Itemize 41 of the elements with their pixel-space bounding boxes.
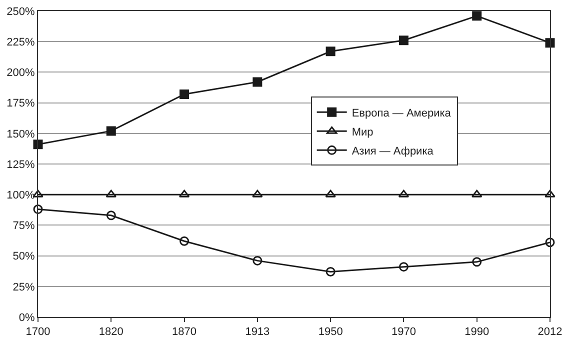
point xyxy=(544,190,556,198)
point xyxy=(33,140,43,150)
x-tick-label: 1700 xyxy=(26,326,50,338)
point xyxy=(325,190,336,198)
point xyxy=(398,36,408,46)
point xyxy=(472,11,482,21)
point xyxy=(545,238,555,248)
y-tick-label: 125% xyxy=(6,158,36,171)
point xyxy=(398,262,408,272)
legend-label: Европа — Америка xyxy=(352,107,452,120)
point xyxy=(252,190,263,198)
y-tick-label: 25% xyxy=(12,281,36,294)
legend-label: Азия — Африка xyxy=(352,145,434,158)
y-tick-label: 75% xyxy=(12,220,36,232)
x-tick-label: 1820 xyxy=(98,326,124,338)
y-tick-label: 250% xyxy=(6,6,36,18)
x-tick-label: 2012 xyxy=(538,326,562,338)
x-tick-label: 1990 xyxy=(464,326,490,338)
x-tick-label: 1950 xyxy=(318,326,343,338)
point xyxy=(180,89,190,99)
y-tick-label: 200% xyxy=(6,67,36,80)
x-tick-label: 1913 xyxy=(245,326,270,338)
point xyxy=(326,46,336,56)
y-tick-label: 50% xyxy=(12,250,36,263)
point xyxy=(472,257,482,267)
y-tick-label: 225% xyxy=(6,36,36,48)
x-tick-label: 1870 xyxy=(172,326,197,338)
point xyxy=(180,236,190,246)
y-tick-label: 175% xyxy=(6,98,36,110)
point xyxy=(545,38,555,48)
legend-label: Мир xyxy=(352,126,374,138)
y-tick-label: 0% xyxy=(18,312,36,324)
point xyxy=(106,210,116,220)
point xyxy=(33,204,43,214)
y-tick-label: 150% xyxy=(6,128,36,140)
point xyxy=(252,256,262,266)
point xyxy=(326,266,336,276)
x-tick-label: 1970 xyxy=(391,326,416,338)
point xyxy=(252,77,262,87)
y-tick-label: 100% xyxy=(6,189,36,202)
point xyxy=(106,126,116,136)
